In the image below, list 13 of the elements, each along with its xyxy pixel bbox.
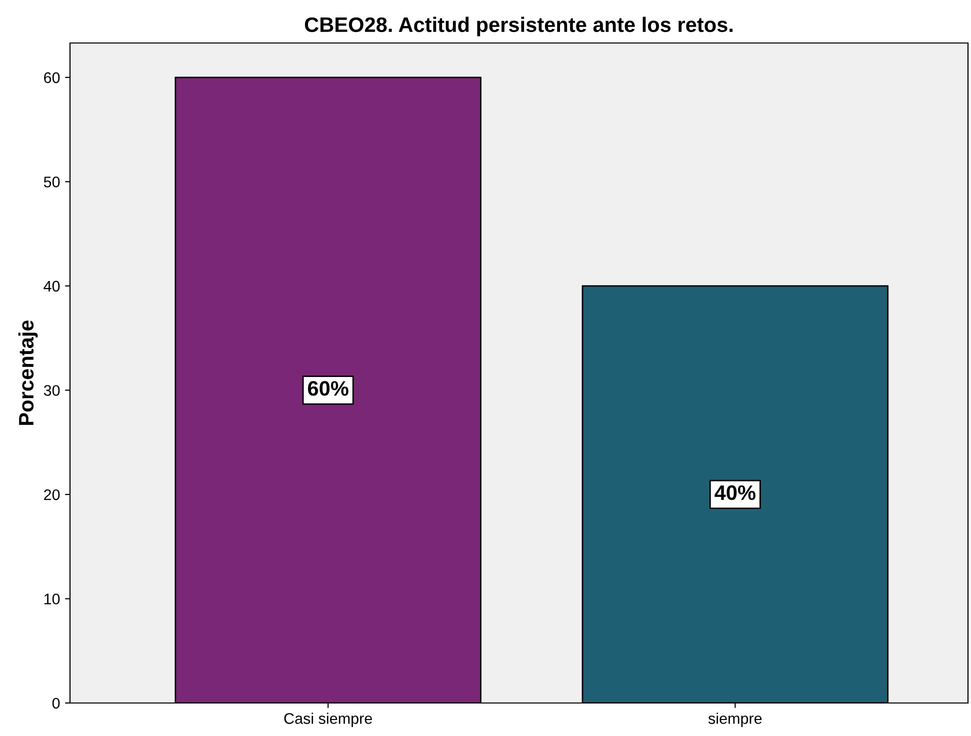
y-tick-label: 10: [44, 594, 60, 604]
y-tick-label: 20: [44, 489, 60, 500]
y-tick-label: 40: [44, 280, 60, 292]
chart-title: CBEO28. Actitud persistente ante los retos.: [304, 16, 733, 36]
y-tick-label: 0: [52, 698, 60, 709]
data-label: 40%: [714, 485, 756, 500]
y-tick-label: 60: [44, 72, 60, 84]
y-tick-label: 50: [44, 176, 60, 188]
data-label: 60%: [308, 381, 348, 396]
x-tick-label: Casi siempre: [284, 712, 372, 727]
y-axis-title: Porcentaje: [18, 320, 38, 425]
x-tick-label: siempre: [708, 712, 762, 727]
y-tick-label: 30: [44, 385, 60, 396]
